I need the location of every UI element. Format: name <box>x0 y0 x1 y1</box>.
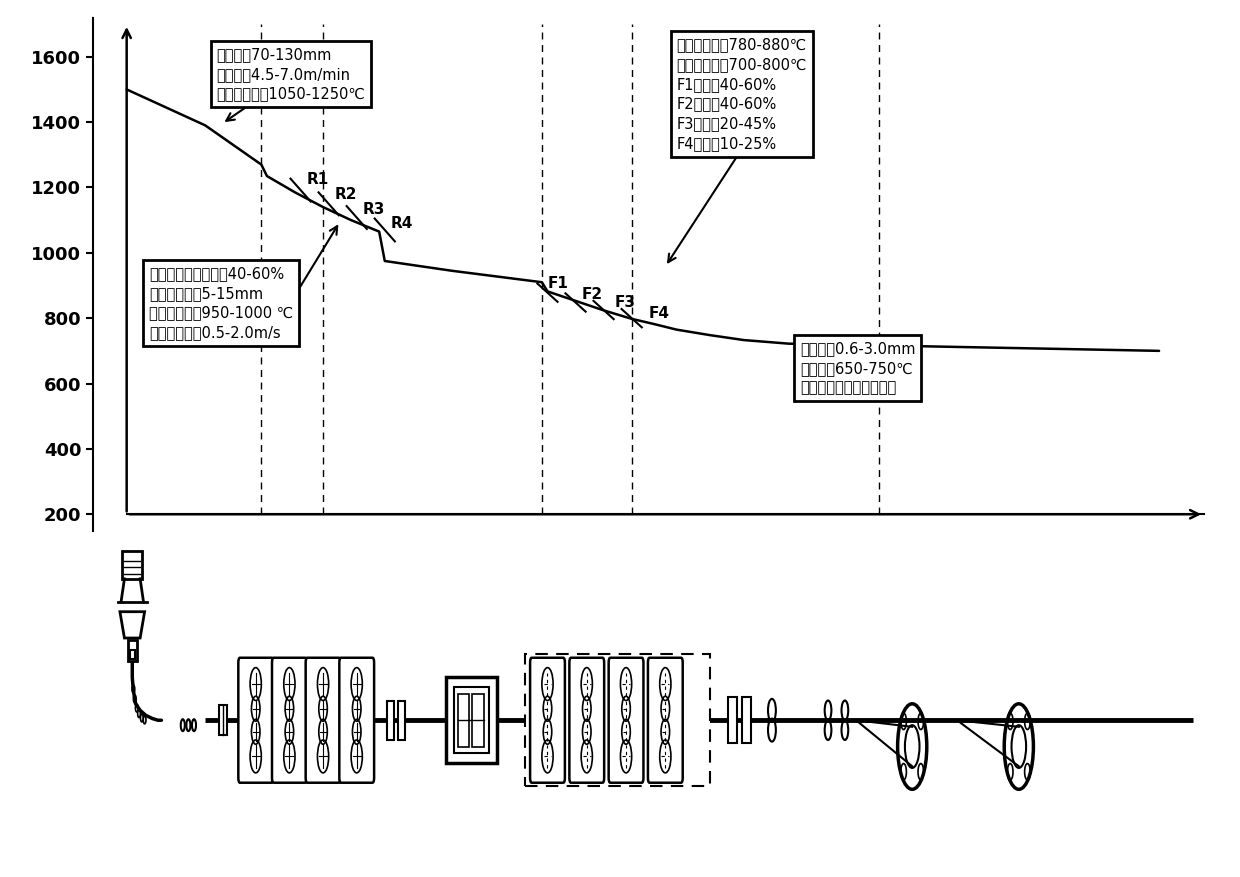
Polygon shape <box>120 612 145 638</box>
Text: F4: F4 <box>649 306 670 321</box>
FancyBboxPatch shape <box>238 658 273 782</box>
Text: R3: R3 <box>362 203 384 217</box>
Bar <box>525 654 711 786</box>
Bar <box>458 694 469 746</box>
Bar <box>218 705 227 735</box>
Bar <box>446 677 497 763</box>
Text: R4: R4 <box>391 217 413 232</box>
Bar <box>472 694 484 746</box>
FancyBboxPatch shape <box>272 658 306 782</box>
FancyBboxPatch shape <box>529 658 565 782</box>
Text: 粗轧机组道次压下率40-60%
粗轧出口厚度5-15mm
粗轧出口温度950-1000 ℃
粗轧出口速度0.5-2.0m/s: 粗轧机组道次压下率40-60% 粗轧出口厚度5-15mm 粗轧出口温度950-1… <box>149 266 293 340</box>
Text: 成品厚度0.6-3.0mm
卷取温度650-750℃
保温罩或保温坑保温处理: 成品厚度0.6-3.0mm 卷取温度650-750℃ 保温罩或保温坑保温处理 <box>800 341 915 396</box>
Text: F3: F3 <box>615 295 636 310</box>
Text: F1: F1 <box>548 275 568 291</box>
FancyBboxPatch shape <box>305 658 341 782</box>
Text: 精轧入口温度780-880℃
精轧出口温度700-800℃
F1压下率40-60%
F2压下率40-60%
F3压下率20-45%
F4压下率10-25%: 精轧入口温度780-880℃ 精轧出口温度700-800℃ F1压下率40-60… <box>677 37 807 151</box>
Bar <box>130 650 134 660</box>
Text: F2: F2 <box>582 287 603 302</box>
Bar <box>123 551 143 579</box>
Text: R1: R1 <box>306 172 329 187</box>
FancyBboxPatch shape <box>649 658 683 782</box>
Text: 铸坑厚度70-130mm
连铸拉速4.5-7.0m/min
粗轧入口温度1050-1250℃: 铸坑厚度70-130mm 连铸拉速4.5-7.0m/min 粗轧入口温度1050… <box>217 47 366 102</box>
FancyBboxPatch shape <box>340 658 374 782</box>
Text: R2: R2 <box>335 187 357 202</box>
FancyBboxPatch shape <box>609 658 644 782</box>
FancyBboxPatch shape <box>569 658 604 782</box>
Bar <box>742 697 750 743</box>
Bar <box>128 639 136 661</box>
Bar <box>728 697 737 743</box>
Bar <box>454 688 489 753</box>
Bar <box>387 701 394 740</box>
Bar <box>398 701 405 740</box>
